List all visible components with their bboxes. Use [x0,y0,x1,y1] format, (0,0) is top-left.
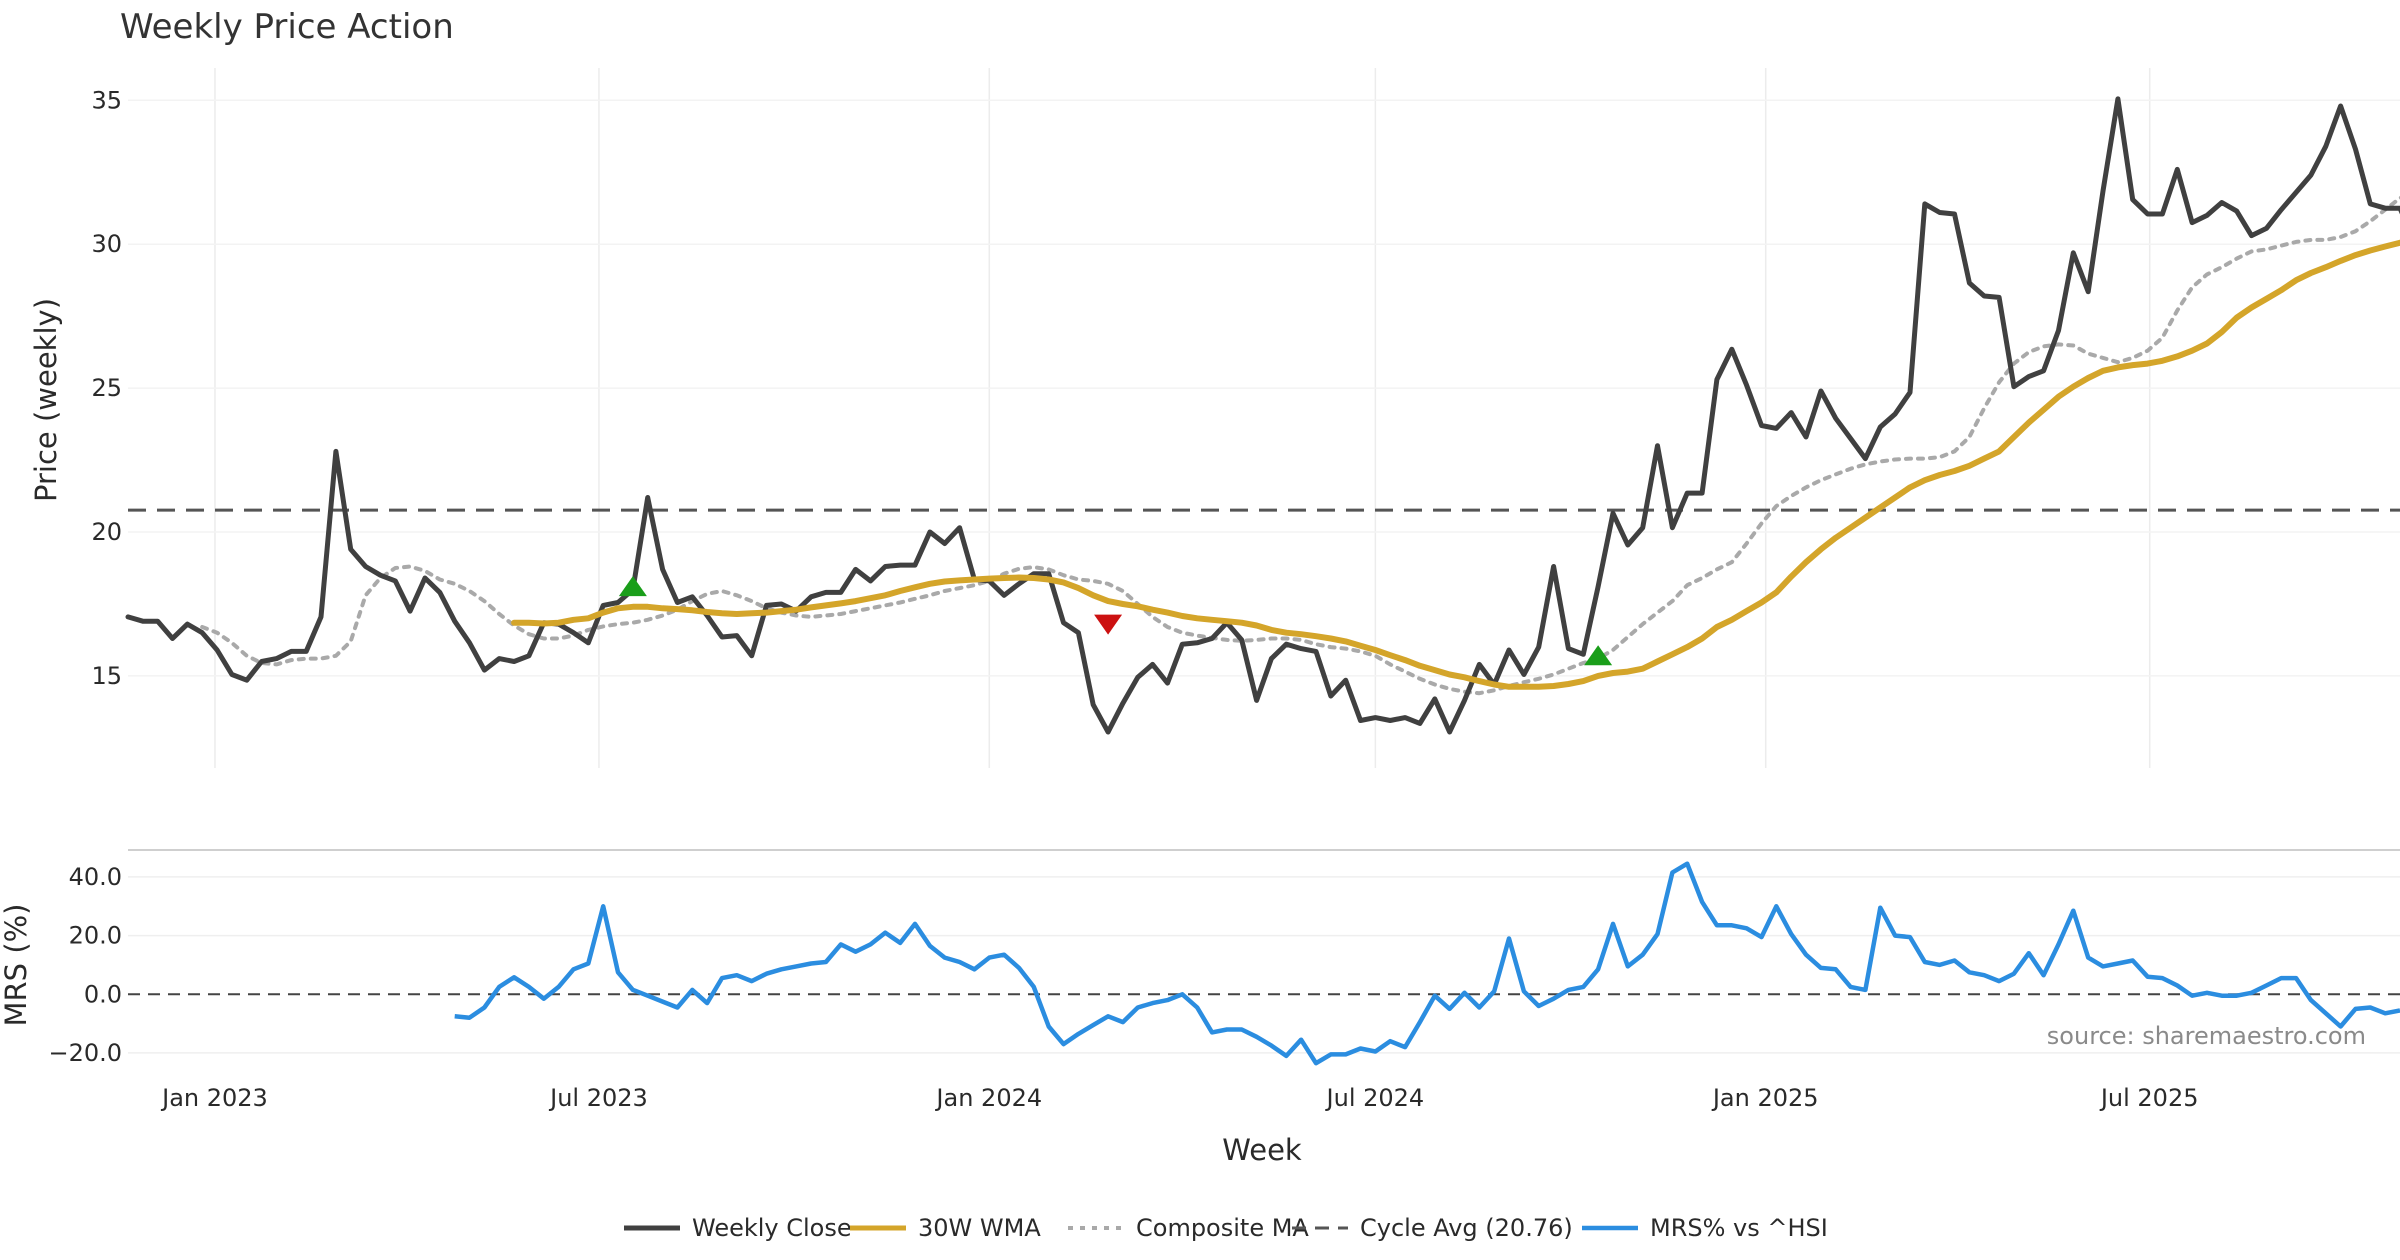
price-y-tick-label: 35 [91,86,122,114]
legend: Weekly Close 30W WMA Composite MA Cycle Avg… [624,1214,1828,1242]
x-tick-label: Jan 2025 [1711,1084,1819,1112]
source-note: source: sharemaestro.com [2047,1022,2366,1050]
price-y-tick-label: 20 [91,518,122,546]
price-gridlines [128,68,2400,768]
mrs-y-tick-label: 20.0 [69,922,122,950]
buy-signal-marker [618,576,647,597]
mrs-series [454,861,2400,1066]
series-wma-line [511,239,2400,690]
legend-label: 30W WMA [918,1214,1041,1242]
mrs-y-ticks: −20.0 0.0 20.0 40.0 [48,863,122,1067]
price-axis-title: Price (weekly) [29,298,63,502]
legend-label: Composite MA [1136,1214,1309,1242]
chart-title: Weekly Price Action [120,7,454,47]
price-y-tick-label: 30 [91,230,122,258]
legend-label: MRS% vs ^HSI [1650,1214,1828,1242]
buy-signal-marker [1584,645,1613,666]
mrs-axis-title: MRS (%) [0,904,33,1027]
mrs-y-tick-label: −20.0 [48,1039,122,1067]
legend-label: Weekly Close [692,1214,852,1242]
mrs-y-tick-label: 40.0 [69,863,122,891]
mrs-y-tick-label: 0.0 [84,980,122,1008]
x-tick-label: Jan 2024 [934,1084,1042,1112]
price-series [125,96,2400,735]
price-y-tick-label: 15 [91,662,122,690]
series-close-line [125,96,2400,735]
x-tick-label: Jul 2023 [548,1084,648,1112]
series-composite-line [200,195,2400,696]
signal-markers [618,576,1613,666]
series-mrs-line [454,861,2400,1066]
sell-signal-marker [1094,614,1123,635]
x-tick-label: Jan 2023 [160,1084,268,1112]
x-tick-label: Jul 2024 [1325,1084,1425,1112]
price-y-ticks: 15 20 25 30 35 [91,86,122,690]
legend-label: Cycle Avg (20.76) [1360,1214,1573,1242]
x-axis-title: Week [1222,1133,1302,1167]
x-ticks: Jan 2023 Jul 2023 Jan 2024 Jul 2024 Jan 2025… [160,1084,2198,1112]
price-y-tick-label: 25 [91,374,122,402]
mrs-gridlines [128,876,2400,1054]
x-tick-label: Jul 2025 [2099,1084,2199,1112]
